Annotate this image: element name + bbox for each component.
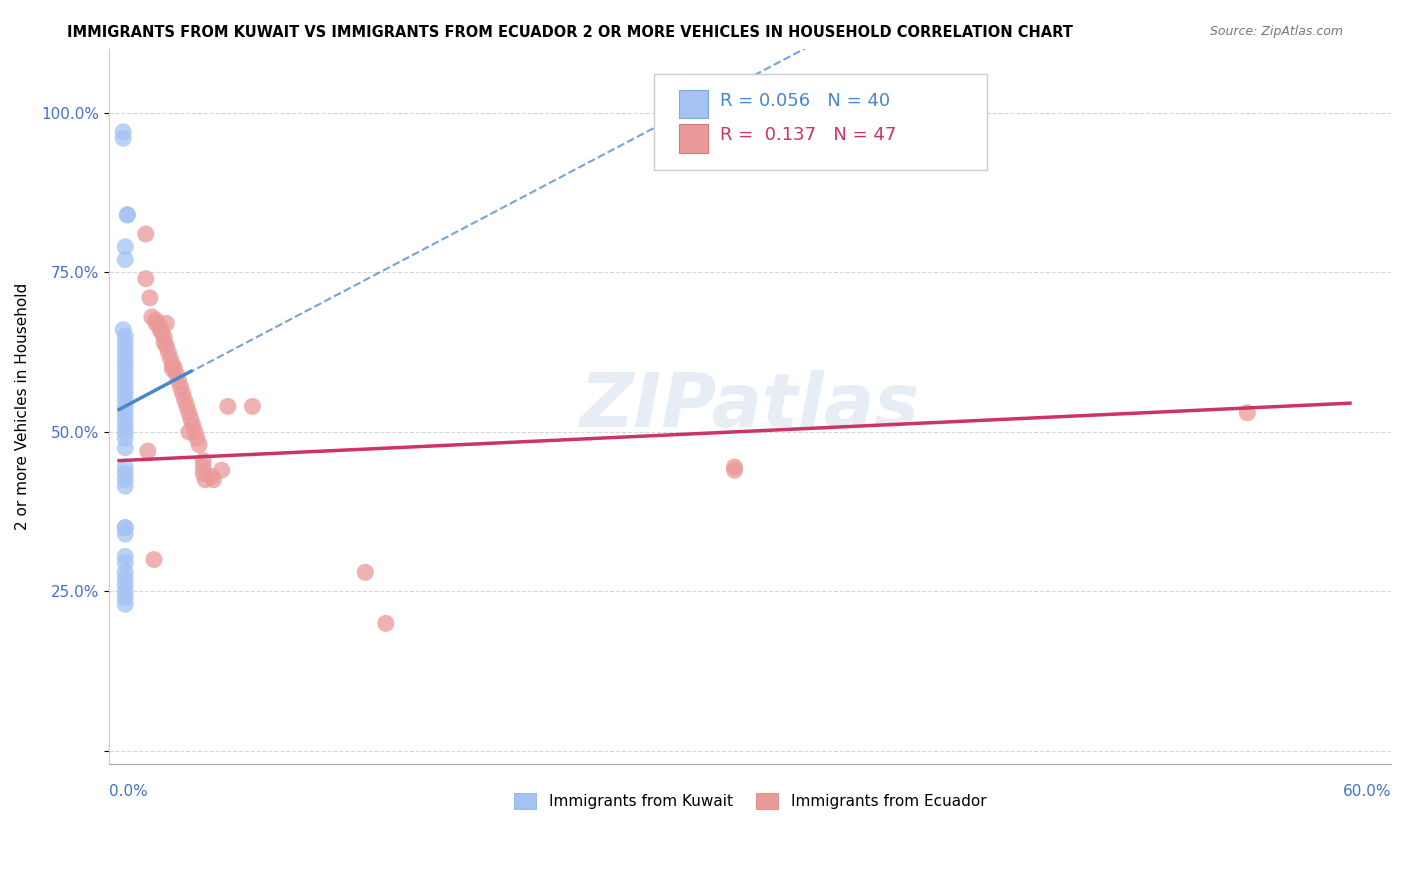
Point [1236, 406, 1258, 420]
Point [114, 521, 136, 535]
Point [143, 552, 166, 566]
Point [723, 463, 745, 477]
FancyBboxPatch shape [679, 124, 707, 153]
Text: 60.0%: 60.0% [1343, 784, 1391, 799]
Point [184, 425, 207, 439]
Point [112, 125, 135, 139]
Point [114, 348, 136, 362]
Point [114, 406, 136, 420]
Point [155, 317, 177, 331]
Point [135, 271, 157, 285]
Point [167, 374, 190, 388]
Point [114, 252, 136, 267]
Point [114, 473, 136, 487]
Point [114, 591, 136, 605]
Point [114, 418, 136, 433]
Point [114, 412, 136, 426]
Text: 0.0%: 0.0% [108, 784, 148, 799]
Point [114, 431, 136, 445]
Point [114, 556, 136, 570]
Point [186, 431, 208, 445]
Point [114, 479, 136, 493]
Point [136, 444, 159, 458]
Point [114, 425, 136, 439]
Point [176, 400, 198, 414]
Point [139, 291, 162, 305]
Point [188, 437, 211, 451]
Point [117, 208, 139, 222]
Point [374, 616, 396, 631]
Point [114, 467, 136, 481]
Point [114, 572, 136, 586]
Point [181, 418, 204, 433]
Point [145, 317, 167, 331]
Point [114, 597, 136, 611]
Point [162, 362, 184, 376]
Point [217, 400, 239, 414]
Point [172, 386, 194, 401]
FancyBboxPatch shape [679, 90, 707, 119]
Point [242, 400, 264, 414]
Point [159, 351, 181, 366]
Point [114, 380, 136, 394]
Point [149, 323, 172, 337]
Point [112, 323, 135, 337]
Point [169, 380, 191, 394]
Point [114, 566, 136, 580]
Point [202, 473, 225, 487]
Point [114, 342, 136, 356]
Point [194, 473, 217, 487]
Point [193, 453, 215, 467]
Point [114, 527, 136, 541]
Text: ZIPatlas: ZIPatlas [579, 370, 920, 442]
Point [200, 469, 222, 483]
Point [114, 400, 136, 414]
Point [149, 319, 172, 334]
Point [193, 460, 215, 475]
Point [153, 330, 176, 344]
Text: R = 0.056   N = 40: R = 0.056 N = 40 [720, 92, 890, 110]
Point [173, 392, 195, 407]
Point [177, 425, 200, 439]
Point [114, 392, 136, 407]
Legend: Immigrants from Kuwait, Immigrants from Ecuador: Immigrants from Kuwait, Immigrants from … [506, 786, 994, 817]
Point [180, 412, 202, 426]
Point [141, 310, 163, 324]
Text: IMMIGRANTS FROM KUWAIT VS IMMIGRANTS FROM ECUADOR 2 OR MORE VEHICLES IN HOUSEHOL: IMMIGRANTS FROM KUWAIT VS IMMIGRANTS FRO… [67, 25, 1073, 40]
Point [150, 326, 173, 340]
Point [114, 441, 136, 455]
Point [114, 578, 136, 592]
Point [354, 566, 377, 580]
Point [114, 368, 136, 382]
Point [114, 329, 136, 343]
Point [114, 460, 136, 475]
Point [153, 335, 176, 350]
Point [114, 354, 136, 368]
Point [162, 358, 184, 372]
Point [114, 335, 136, 350]
Point [114, 386, 136, 401]
Point [112, 131, 135, 145]
Point [145, 313, 167, 327]
Point [114, 374, 136, 388]
Point [211, 463, 233, 477]
Text: R =  0.137   N = 47: R = 0.137 N = 47 [720, 127, 897, 145]
Y-axis label: 2 or more Vehicles in Household: 2 or more Vehicles in Household [15, 283, 30, 530]
Point [155, 339, 177, 353]
Point [114, 584, 136, 599]
Point [193, 467, 215, 481]
Point [114, 549, 136, 564]
Point [114, 361, 136, 376]
Text: Source: ZipAtlas.com: Source: ZipAtlas.com [1209, 25, 1343, 38]
Point [117, 208, 139, 222]
Point [114, 521, 136, 535]
Point [163, 361, 186, 376]
Point [177, 406, 200, 420]
Point [723, 460, 745, 475]
Point [157, 345, 180, 359]
Point [166, 368, 188, 382]
Point [114, 240, 136, 254]
Point [135, 227, 157, 241]
FancyBboxPatch shape [654, 74, 987, 170]
